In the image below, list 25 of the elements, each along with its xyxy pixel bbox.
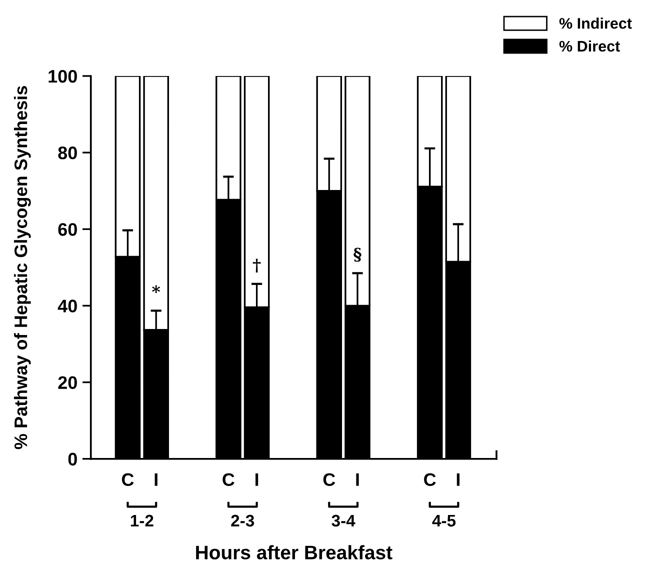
x-tick-label: C [323,473,336,486]
legend-label: % Direct [559,40,620,52]
text: 1-2 [130,514,154,526]
text: 2-3 [231,514,254,527]
y-tick-label: 80 [58,146,77,160]
y-axis-title: % Pathway of Hepatic Glycogen Synthesis [14,86,31,450]
x-tick-label: I [255,473,258,486]
text: 3-4 [332,514,356,527]
data-label: § [354,248,362,262]
y-tick-label: 20 [58,376,77,389]
x-tick-label: C [424,473,436,486]
x-tick-label: I [356,473,359,486]
x-tick-label: I [154,473,158,486]
x-tick-label: I [456,473,460,486]
y-tick-label: 40 [58,300,77,312]
data-label: † [252,258,261,272]
x-axis-title: Hours after Breakfast [196,545,392,560]
y-tick-label: 60 [58,223,77,236]
x-tick-label: C [222,473,234,486]
y-tick-label: 0 [68,452,77,466]
data-label: * [152,285,160,294]
y-tick-label: 100 [48,70,77,83]
legend-label: % Indirect [559,18,632,29]
text: 4-5 [432,514,456,527]
x-tick-label: C [122,473,134,486]
